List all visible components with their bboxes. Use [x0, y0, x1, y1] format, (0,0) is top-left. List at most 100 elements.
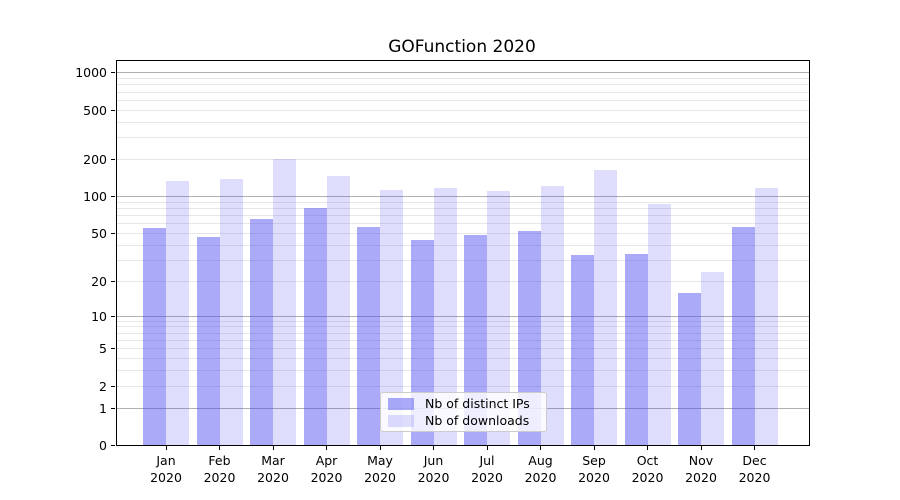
major-gridline-1000: [115, 72, 810, 74]
x-tick-aug: [540, 446, 541, 450]
x-tick-apr: [326, 446, 327, 450]
minor-gridline-600: [115, 99, 810, 101]
minor-gridline-70: [115, 215, 810, 217]
y-tick-label-2: 2: [99, 378, 107, 394]
minor-gridline-8: [115, 326, 810, 328]
x-tick-label-oct: Oct 2020: [631, 452, 664, 485]
x-tick-label-jun: Jun 2020: [417, 452, 450, 485]
minor-gridline-50: [115, 232, 810, 234]
y-tick-label-0: 0: [99, 438, 107, 453]
y-tick-label-1000: 1000: [75, 65, 107, 81]
y-tick-label-5: 5: [99, 341, 107, 357]
y-tick-1: [111, 407, 115, 409]
x-tick-label-aug: Aug 2020: [524, 452, 557, 485]
bar-downloads-apr: [326, 175, 350, 446]
minor-gridline-4: [115, 358, 810, 360]
y-tick-label-50: 50: [91, 225, 107, 241]
bar-downloads-feb: [219, 178, 243, 446]
minor-gridline-300: [115, 137, 810, 139]
minor-gridline-20: [115, 280, 810, 282]
minor-gridline-200: [115, 158, 810, 160]
y-tick-20: [111, 280, 115, 282]
x-tick-label-dec: Dec 2020: [738, 452, 771, 485]
plot-area: [115, 60, 810, 446]
x-tick-label-jan: Jan 2020: [150, 452, 182, 485]
minor-gridline-800: [115, 84, 810, 86]
x-tick-nov: [700, 446, 702, 450]
major-gridline-10: [115, 315, 810, 317]
bar-downloads-jun: [433, 187, 457, 446]
x-tick-may: [379, 446, 381, 450]
x-tick-dec: [754, 446, 755, 450]
minor-gridline-80: [115, 207, 810, 209]
y-tick-label-500: 500: [83, 102, 107, 118]
y-tick-2: [111, 385, 115, 387]
x-tick-jun: [433, 446, 434, 450]
chart-title: GOFunction 2020: [388, 37, 536, 57]
x-tick-sep: [593, 446, 595, 450]
bar-distinct-ips-apr: [303, 207, 327, 446]
bar-distinct-ips-may: [357, 226, 380, 446]
y-tick-label-10: 10: [91, 308, 107, 324]
x-tick-feb: [219, 446, 220, 450]
legend-entry-downloads: Nb of downloads: [388, 413, 546, 428]
minor-gridline-30: [115, 259, 810, 261]
bar-downloads-mar: [273, 159, 296, 446]
bar-distinct-ips-aug: [517, 231, 541, 446]
bar-downloads-oct: [647, 204, 671, 446]
minor-gridline-60: [115, 223, 810, 225]
y-tick-label-100: 100: [83, 189, 107, 205]
x-tick-mar: [272, 446, 274, 450]
minor-gridline-3: [115, 370, 810, 372]
bar-distinct-ips-mar: [250, 218, 273, 446]
minor-gridline-700: [115, 91, 810, 93]
bar-downloads-may: [380, 189, 403, 446]
bar-downloads-sep: [594, 170, 617, 446]
legend-label-downloads: Nb of downloads: [425, 413, 530, 428]
x-tick-label-nov: Nov 2020: [685, 452, 717, 485]
bar-downloads-dec: [754, 188, 778, 446]
minor-gridline-7: [115, 332, 810, 334]
y-tick-0: [111, 445, 115, 446]
major-gridline-100: [115, 196, 810, 198]
minor-gridline-400: [115, 121, 810, 123]
x-tick-label-feb: Feb 2020: [203, 452, 236, 485]
x-tick-jan: [165, 446, 167, 450]
bar-distinct-ips-oct: [624, 253, 648, 446]
y-tick-label-20: 20: [91, 273, 107, 289]
y-tick-label-1: 1: [99, 400, 107, 416]
y-tick-200: [111, 158, 115, 160]
bar-distinct-ips-feb: [196, 236, 220, 446]
x-tick-label-sep: Sep 2020: [578, 452, 610, 485]
bar-downloads-jul: [487, 191, 510, 446]
minor-gridline-9: [115, 320, 810, 322]
minor-gridline-900: [115, 78, 810, 80]
minor-gridline-40: [115, 244, 810, 246]
bar-downloads-jan: [166, 180, 189, 446]
y-tick-5: [111, 348, 115, 350]
legend-entry-distinct-ips: Nb of distinct IPs: [388, 396, 546, 411]
y-tick-500: [111, 109, 115, 111]
x-tick-jul: [486, 446, 488, 450]
x-tick-oct: [647, 446, 648, 450]
y-tick-10: [111, 315, 115, 317]
y-tick-1000: [111, 72, 115, 74]
bar-distinct-ips-jan: [143, 228, 166, 446]
bar-distinct-ips-dec: [731, 227, 755, 446]
minor-gridline-90: [115, 201, 810, 203]
legend-swatch-distinct-ips: [388, 397, 414, 410]
y-tick-50: [111, 232, 115, 234]
bar-distinct-ips-sep: [571, 255, 594, 446]
legend-swatch-downloads: [388, 414, 414, 427]
bar-downloads-nov: [701, 271, 724, 446]
bar-downloads-aug: [540, 186, 564, 446]
minor-gridline-6: [115, 340, 810, 342]
legend-label-distinct-ips: Nb of distinct IPs: [425, 396, 530, 411]
legend: Nb of distinct IPs Nb of downloads: [380, 392, 547, 432]
bar-distinct-ips-nov: [678, 292, 701, 446]
x-tick-label-mar: Mar 2020: [257, 452, 289, 485]
x-tick-label-may: May 2020: [364, 452, 396, 485]
x-tick-label-apr: Apr 2020: [310, 452, 343, 485]
y-tick-100: [111, 196, 115, 198]
